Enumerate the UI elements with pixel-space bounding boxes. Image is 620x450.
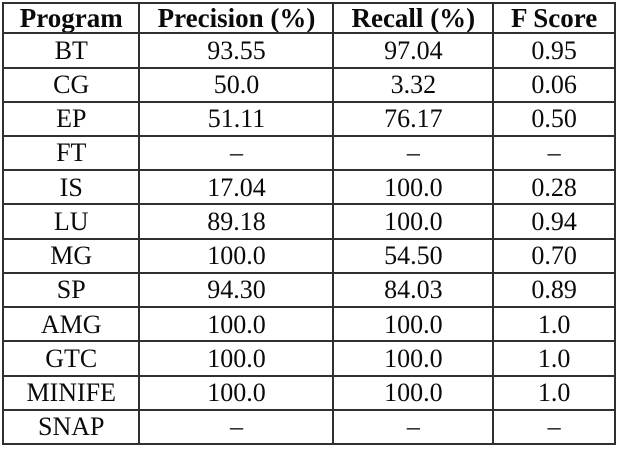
program-cell: GTC [1, 340, 141, 377]
header-row: Program Precision (%) Recall (%) F Score [1, 1, 616, 35]
fscore-cell: 0.06 [492, 66, 616, 103]
column-header-fscore: F Score [492, 1, 616, 35]
fscore-cell: 1.0 [492, 374, 616, 411]
fscore-cell: 0.89 [492, 271, 616, 309]
table-row-snap: SNAP – – – [1, 408, 616, 446]
precision-cell: 100.0 [138, 374, 335, 411]
table-row-bt: BT 93.55 97.04 0.95 [1, 32, 616, 69]
column-header-recall: Recall (%) [332, 1, 495, 35]
fscore-cell: 0.95 [492, 32, 616, 69]
recall-cell: 84.03 [332, 271, 495, 309]
table-row-gtc: GTC 100.0 100.0 1.0 [1, 340, 616, 377]
precision-cell: 100.0 [138, 306, 335, 343]
table-row-cg: CG 50.0 3.32 0.06 [1, 66, 616, 103]
fscore-cell: 1.0 [492, 306, 616, 343]
precision-cell: 17.04 [138, 169, 335, 206]
table-row-ep: EP 51.11 76.17 0.50 [1, 100, 616, 138]
fscore-cell: 0.94 [492, 203, 616, 240]
table-row-lu: LU 89.18 100.0 0.94 [1, 203, 616, 240]
table-row-ft: FT – – – [1, 134, 616, 172]
recall-cell: 100.0 [332, 374, 495, 411]
recall-cell: 100.0 [332, 340, 495, 377]
precision-cell: 51.11 [138, 100, 335, 138]
table-row-amg: AMG 100.0 100.0 1.0 [1, 306, 616, 343]
table-row-sp: SP 94.30 84.03 0.89 [1, 271, 616, 309]
precision-cell: 94.30 [138, 271, 335, 309]
recall-cell: 3.32 [332, 66, 495, 103]
program-cell: MINIFE [1, 374, 141, 411]
program-cell: BT [1, 32, 141, 69]
precision-cell: 89.18 [138, 203, 335, 240]
fscore-cell: 0.50 [492, 100, 616, 138]
program-cell: AMG [1, 306, 141, 343]
precision-cell: 93.55 [138, 32, 335, 69]
fscore-cell: 0.28 [492, 169, 616, 206]
program-cell: MG [1, 237, 141, 274]
table-row-mg: MG 100.0 54.50 0.70 [1, 237, 616, 274]
program-cell: LU [1, 203, 141, 240]
program-cell: SP [1, 271, 141, 309]
program-cell: EP [1, 100, 141, 138]
fscore-cell: 0.70 [492, 237, 616, 274]
column-header-program: Program [1, 1, 141, 35]
precision-cell: – [138, 134, 335, 172]
table-row-is: IS 17.04 100.0 0.28 [1, 169, 616, 206]
recall-cell: 97.04 [332, 32, 495, 69]
recall-cell: 100.0 [332, 169, 495, 206]
precision-cell: – [138, 408, 335, 446]
recall-cell: 76.17 [332, 100, 495, 138]
fscore-cell: – [492, 408, 616, 446]
precision-cell: 100.0 [138, 340, 335, 377]
recall-cell: 100.0 [332, 203, 495, 240]
precision-cell: 100.0 [138, 237, 335, 274]
precision-cell: 50.0 [138, 66, 335, 103]
program-cell: FT [1, 134, 141, 172]
program-cell: CG [1, 66, 141, 103]
fscore-cell: 1.0 [492, 340, 616, 377]
recall-cell: 100.0 [332, 306, 495, 343]
recall-cell: – [332, 408, 495, 446]
recall-cell: – [332, 134, 495, 172]
table-row-minife: MINIFE 100.0 100.0 1.0 [1, 374, 616, 411]
program-cell: IS [1, 169, 141, 206]
column-header-precision: Precision (%) [138, 1, 335, 35]
recall-cell: 54.50 [332, 237, 495, 274]
fscore-cell: – [492, 134, 616, 172]
program-cell: SNAP [1, 408, 141, 446]
